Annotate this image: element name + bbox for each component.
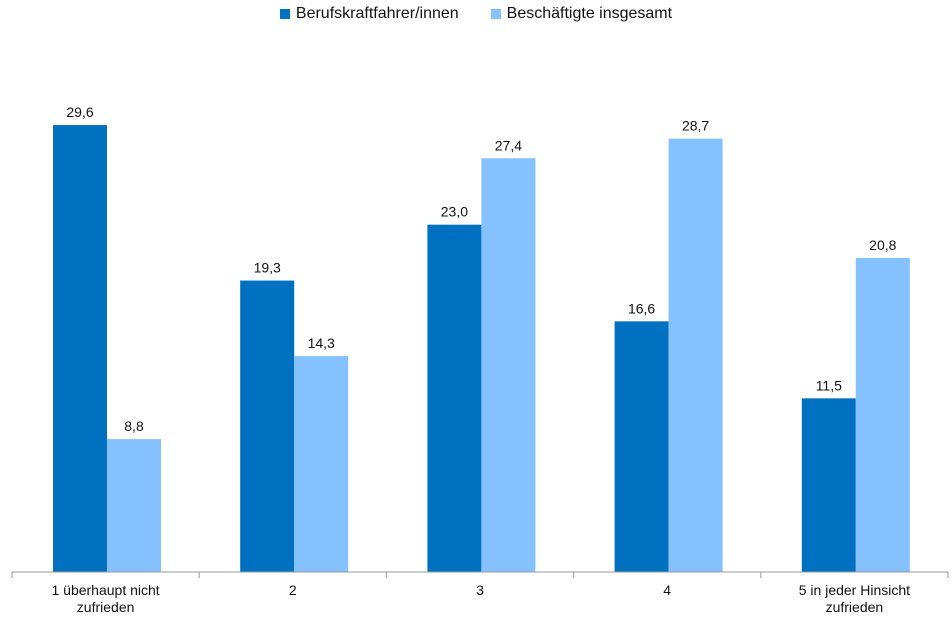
legend-swatch-series-1 xyxy=(279,9,290,19)
data-label-series-1-cat-4: 16,6 xyxy=(628,300,655,316)
data-label-series-2-cat-2: 14,3 xyxy=(308,335,335,351)
bar-series-1-cat-1 xyxy=(53,125,107,572)
bar-series-1-cat-2 xyxy=(240,280,295,572)
data-label-series-1-cat-3: 23,0 xyxy=(441,204,468,220)
data-label-series-2-cat-5: 20,8 xyxy=(869,237,896,253)
bar-series-2-cat-5 xyxy=(855,257,910,572)
data-label-series-2-cat-1: 8,8 xyxy=(124,418,144,434)
x-tick-label-1: 1 überhaupt nicht zufrieden xyxy=(51,582,159,615)
bar-series-2-cat-1 xyxy=(107,439,161,572)
bar-series-2-cat-3 xyxy=(481,158,536,572)
bar-series-1-cat-3 xyxy=(427,224,482,572)
data-label-series-1-cat-2: 19,3 xyxy=(254,260,281,276)
x-tick-label-3: 3 xyxy=(476,582,484,598)
legend-label-series-1: Berufskraftfahrer/innen xyxy=(295,5,459,22)
legend-label-series-2: Beschäftigte insgesamt xyxy=(506,5,673,22)
bar-series-1-cat-5 xyxy=(801,398,856,572)
x-tick-label-5: 5 in jeder Hinsicht zufrieden xyxy=(799,582,910,615)
legend-item-series-2: Beschäftigte insgesamt xyxy=(490,5,673,23)
data-label-series-2-cat-3: 27,4 xyxy=(495,137,522,153)
bar-series-1-cat-4 xyxy=(614,321,669,572)
bar-series-2-cat-4 xyxy=(668,138,723,572)
x-tick-label-2: 2 xyxy=(289,582,297,598)
x-tick-label-4: 4 xyxy=(663,582,671,598)
data-label-series-1-cat-1: 29,6 xyxy=(66,104,93,120)
bar-series-2-cat-2 xyxy=(294,356,349,572)
legend-swatch-series-2 xyxy=(490,9,501,19)
legend-item-series-1: Berufskraftfahrer/innen xyxy=(279,5,459,23)
data-label-series-1-cat-5: 11,5 xyxy=(816,377,842,393)
data-label-series-2-cat-4: 28,7 xyxy=(682,118,709,134)
chart-legend: Berufskraftfahrer/innen Beschäftigte ins… xyxy=(0,5,952,23)
